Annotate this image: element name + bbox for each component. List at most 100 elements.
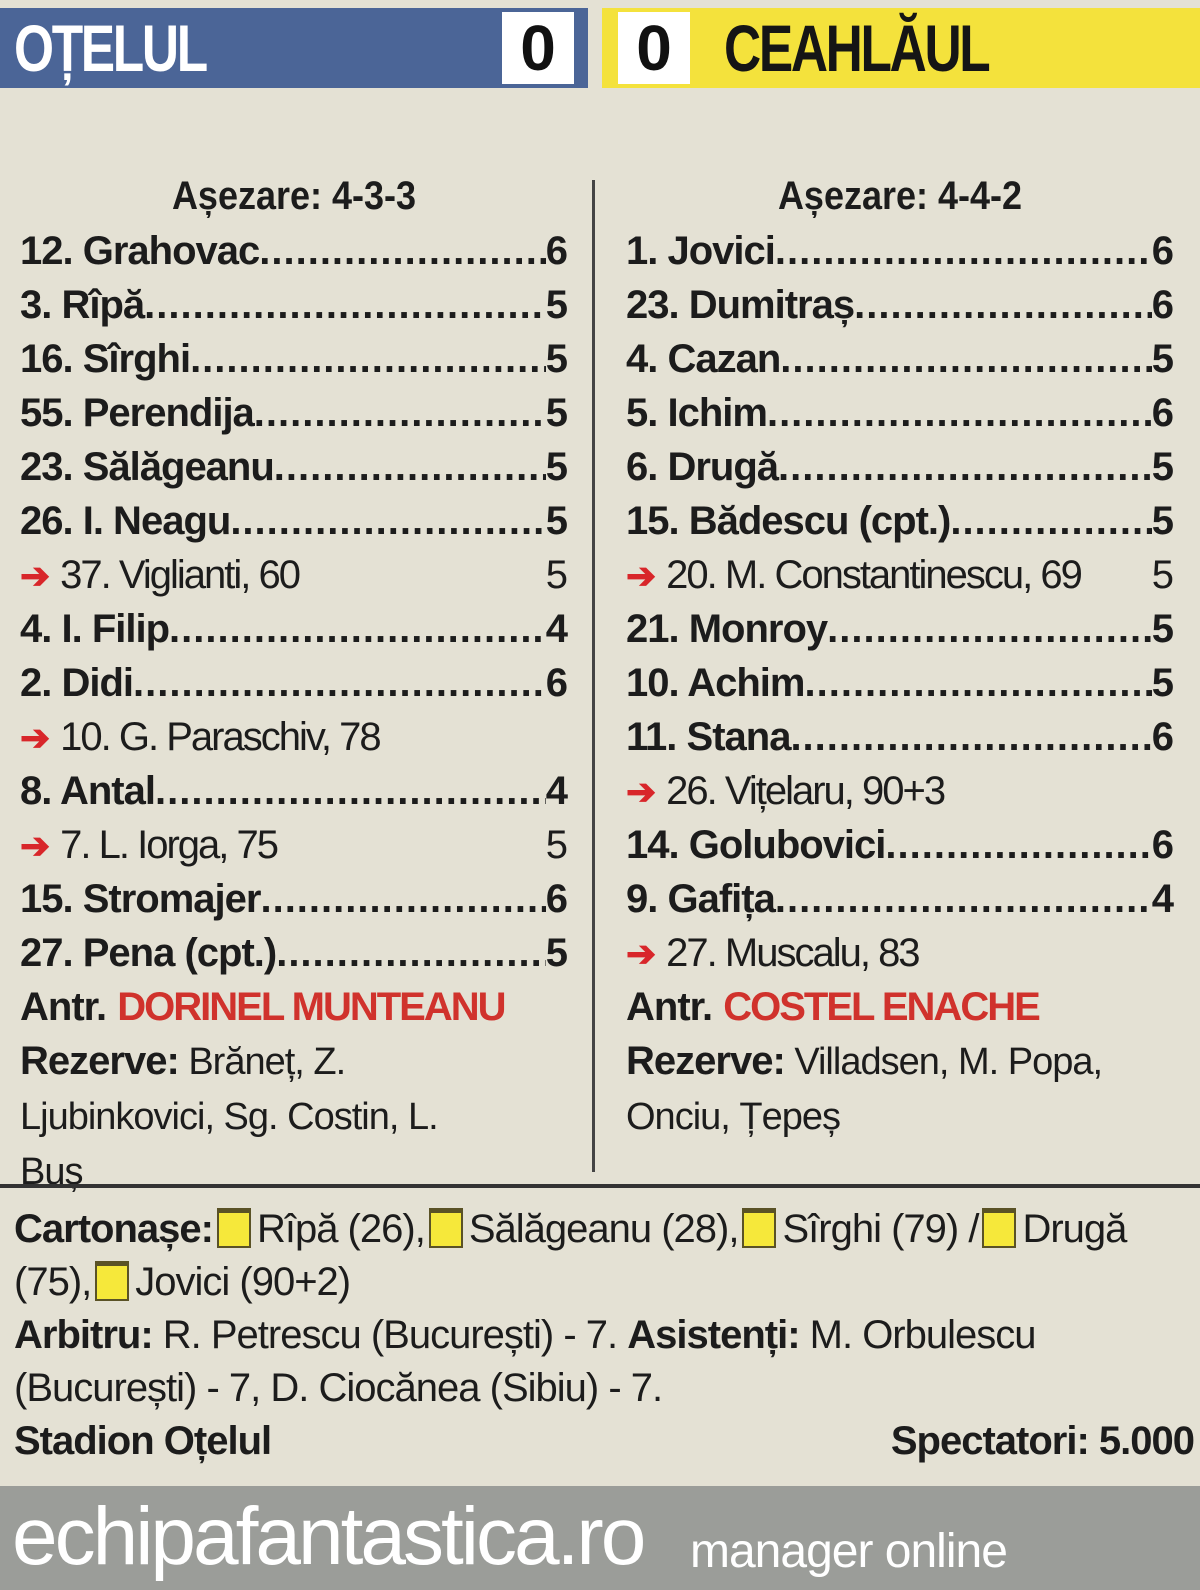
player-rating: 5 bbox=[1151, 661, 1174, 705]
player-rating: 4 bbox=[545, 769, 568, 813]
home-formation: Așezare: 4-3-3 bbox=[171, 174, 417, 218]
card-entry: Sîrghi (79) bbox=[782, 1207, 959, 1251]
cards-separator: / bbox=[968, 1207, 979, 1251]
substitution-arrow-icon: ➔ bbox=[626, 933, 657, 974]
site-link[interactable]: echipafantastica.ro bbox=[12, 1491, 646, 1582]
substitute-row: ➔ 7. L. Iorga, 75 5 bbox=[20, 818, 568, 872]
player-row: 12. Grahovac 6 bbox=[20, 224, 568, 278]
player-row: 6. Drugă 5 bbox=[626, 440, 1174, 494]
player-name: 21. Monroy bbox=[626, 607, 828, 651]
player-row: 2. Didi 6 bbox=[20, 656, 568, 710]
substitute-row: ➔ 27. Muscalu, 83 bbox=[626, 926, 1174, 980]
player-rating: 4 bbox=[1151, 877, 1174, 921]
player-rating: 4 bbox=[545, 607, 568, 651]
player-name: 5. Ichim bbox=[626, 391, 768, 435]
dot-leader bbox=[274, 440, 546, 494]
match-details: Cartonașe: Rîpă (26), Sălăgeanu (28), Sîrgh… bbox=[14, 1203, 1195, 1468]
player-row: 8. Antal 4 bbox=[20, 764, 568, 818]
player-row: 21. Monroy 5 bbox=[626, 602, 1174, 656]
substitute-row: ➔ 26. Vițelaru, 90+3 bbox=[626, 764, 1174, 818]
away-team-bar: 0 CEAHLĂUL bbox=[602, 8, 1200, 88]
dot-leader bbox=[775, 872, 1152, 926]
card-entry: Rîpă (26), bbox=[256, 1207, 426, 1251]
dot-leader bbox=[259, 224, 546, 278]
player-row: 14. Golubovici 6 bbox=[626, 818, 1174, 872]
coach-label: Antr. bbox=[626, 985, 713, 1029]
away-lineup: Așezare: 4-4-2 1. Jovici 6 23. Dumitraș 6 4.… bbox=[626, 168, 1174, 1145]
player-name: 11. Stana bbox=[626, 715, 791, 759]
referee: R. Petrescu (București) - 7. bbox=[162, 1313, 618, 1357]
player-row: 4. I. Filip 4 bbox=[20, 602, 568, 656]
player-name: 27. Muscalu, 83 bbox=[666, 931, 920, 975]
player-name: 4. Cazan bbox=[626, 337, 781, 381]
player-rating: 5 bbox=[545, 499, 568, 543]
dot-leader bbox=[230, 494, 545, 548]
spectators: Spectatori: 5.000 bbox=[890, 1419, 1195, 1463]
dot-leader bbox=[144, 278, 546, 332]
player-name: 1. Jovici bbox=[626, 229, 776, 273]
section-divider bbox=[0, 1184, 1200, 1188]
player-rating: 6 bbox=[545, 661, 568, 705]
player-rating: 5 bbox=[545, 283, 568, 327]
player-name: 55. Perendija bbox=[20, 391, 255, 435]
player-rating: 5 bbox=[1151, 607, 1174, 651]
player-rating: 5 bbox=[545, 445, 568, 489]
player-name: 9. Gafița bbox=[626, 877, 776, 921]
yellow-card-icon bbox=[742, 1208, 777, 1248]
player-name: 26. I. Neagu bbox=[20, 499, 231, 543]
substitution-arrow-icon: ➔ bbox=[20, 825, 51, 866]
player-row: 4. Cazan 5 bbox=[626, 332, 1174, 386]
dot-leader bbox=[133, 656, 546, 710]
player-row: 9. Gafița 4 bbox=[626, 872, 1174, 926]
dot-leader bbox=[155, 764, 546, 818]
venue-line: Stadion Oțelul Spectatori: 5.000 bbox=[14, 1415, 1195, 1468]
reserves-label: Rezerve: bbox=[626, 1039, 786, 1083]
player-name: 15. Stromajer bbox=[20, 877, 261, 921]
yellow-card-icon bbox=[95, 1261, 130, 1301]
away-formation: Așezare: 4-4-2 bbox=[777, 174, 1023, 218]
player-rating: 6 bbox=[1151, 283, 1174, 327]
assistants: M. Orbulescu (București) - 7, D. Ciocăne… bbox=[14, 1313, 1036, 1410]
cards-line: Cartonașe: Rîpă (26), Sălăgeanu (28), Sîrgh… bbox=[14, 1203, 1194, 1309]
home-score: 0 bbox=[502, 12, 574, 84]
yellow-card-icon bbox=[982, 1208, 1017, 1248]
substitute-row: ➔ 20. M. Constantinescu, 69 5 bbox=[626, 548, 1174, 602]
player-name: 16. Sîrghi bbox=[20, 337, 191, 381]
player-rating: 6 bbox=[1151, 715, 1174, 759]
player-name: 23. Dumitraș bbox=[626, 283, 855, 327]
player-rating: 6 bbox=[1151, 391, 1174, 435]
substitute-row: ➔ 10. G. Paraschiv, 78 bbox=[20, 710, 568, 764]
player-name: 14. Golubovici bbox=[626, 823, 886, 867]
assistants-label: Asistenți: bbox=[627, 1313, 800, 1357]
referee-label: Arbitru: bbox=[14, 1313, 154, 1357]
footer-banner: echipafantastica.ro manager online bbox=[0, 1486, 1200, 1590]
dot-leader bbox=[885, 818, 1151, 872]
column-divider bbox=[592, 180, 595, 1172]
player-name: 6. Drugă bbox=[626, 445, 779, 489]
away-reserves: Rezerve: Villadsen, M. Popa, Onciu, Țepe… bbox=[626, 1034, 1126, 1145]
player-rating: 5 bbox=[545, 391, 568, 435]
dot-leader bbox=[190, 332, 546, 386]
player-rating: 5 bbox=[545, 553, 568, 597]
dot-leader bbox=[790, 710, 1151, 764]
player-rating: 5 bbox=[1151, 337, 1174, 381]
player-row: 15. Stromajer 6 bbox=[20, 872, 568, 926]
substitution-arrow-icon: ➔ bbox=[626, 771, 657, 812]
player-name: 2. Didi bbox=[20, 661, 134, 705]
player-name: 3. Rîpă bbox=[20, 283, 145, 327]
player-row: 26. I. Neagu 5 bbox=[20, 494, 568, 548]
player-row: 16. Sîrghi 5 bbox=[20, 332, 568, 386]
home-team-name: OȚELUL bbox=[14, 11, 208, 85]
player-row: 55. Perendija 5 bbox=[20, 386, 568, 440]
player-rating: 5 bbox=[1151, 445, 1174, 489]
card-entry: Drugă (75), bbox=[14, 1207, 1127, 1304]
home-lineup: Așezare: 4-3-3 12. Grahovac6 3. Rîpă 5 16. … bbox=[20, 168, 568, 1200]
dot-leader bbox=[778, 440, 1152, 494]
player-rating: 6 bbox=[545, 877, 568, 921]
dot-leader bbox=[254, 386, 546, 440]
dot-leader bbox=[950, 494, 1151, 548]
coach-label: Antr. bbox=[20, 985, 107, 1029]
dot-leader bbox=[276, 926, 546, 980]
player-rating: 5 bbox=[1151, 499, 1174, 543]
player-rating: 6 bbox=[1151, 823, 1174, 867]
